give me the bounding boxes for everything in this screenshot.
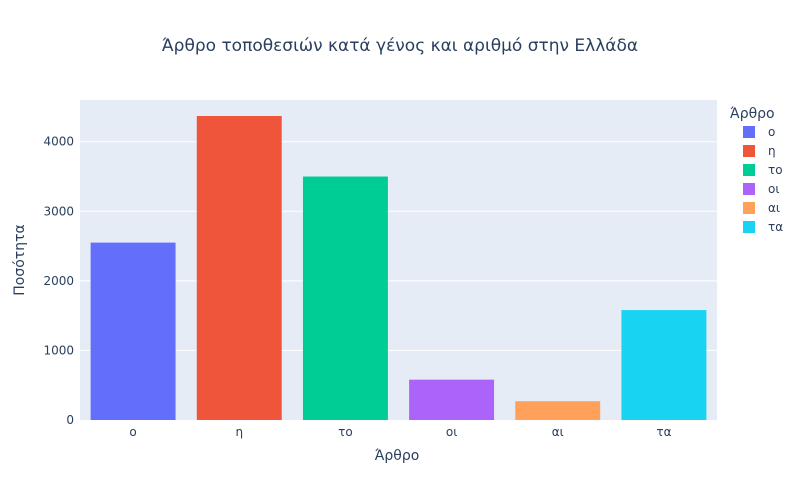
legend-label: τα	[768, 220, 783, 234]
legend-item[interactable]: ο	[743, 125, 775, 139]
chart-title: Άρθρο τοποθεσιών κατά γένος και αριθμό σ…	[162, 36, 638, 56]
bar-4[interactable]	[409, 379, 495, 420]
legend-label: ο	[768, 125, 775, 139]
legend[interactable]: Άρθρο οη το οι αι τα	[730, 106, 783, 234]
y-tick-label: 0	[66, 413, 74, 427]
y-axis-title: Ποσότητα	[12, 224, 28, 296]
bars	[90, 116, 707, 420]
x-tick-label: ο	[129, 425, 136, 439]
legend-label: το	[768, 163, 783, 177]
x-tick-label: το	[338, 425, 353, 439]
y-axis-ticks: 0 1000 2000 3000 4000	[43, 135, 74, 427]
legend-item[interactable]: τα	[743, 220, 783, 234]
legend-title: Άρθρο	[730, 106, 775, 122]
x-axis-ticks: ο η το οι αι τα	[129, 425, 671, 439]
legend-label: οι	[768, 182, 779, 196]
legend-item[interactable]: οι	[743, 182, 779, 196]
y-tick-label: 1000	[43, 343, 74, 357]
legend-swatch	[743, 183, 755, 195]
x-tick-label: τα	[656, 425, 671, 439]
x-tick-label: οι	[446, 425, 457, 439]
y-tick-label: 3000	[43, 204, 74, 218]
legend-swatch	[743, 202, 755, 214]
grid-lines	[80, 141, 717, 351]
legend-label: αι	[768, 201, 780, 215]
legend-swatch	[743, 145, 755, 157]
legend-item[interactable]: αι	[743, 201, 780, 215]
legend-swatch	[743, 221, 755, 233]
legend-swatch	[743, 164, 755, 176]
plot-background	[80, 100, 717, 420]
x-tick-label: αι	[552, 425, 564, 439]
bar-3[interactable]	[302, 176, 388, 420]
bar-2[interactable]	[196, 116, 282, 420]
x-axis-title: Άρθρο	[375, 448, 420, 464]
legend-label: η	[768, 144, 776, 158]
y-tick-label: 4000	[43, 135, 74, 149]
bar-1[interactable]	[90, 242, 176, 420]
x-tick-label: η	[235, 425, 243, 439]
legend-item[interactable]: το	[743, 163, 783, 177]
y-tick-label: 2000	[43, 274, 74, 288]
legend-item[interactable]: η	[743, 144, 776, 158]
legend-swatch	[743, 126, 755, 138]
bar-5[interactable]	[515, 401, 601, 420]
bar-6[interactable]	[621, 310, 707, 420]
